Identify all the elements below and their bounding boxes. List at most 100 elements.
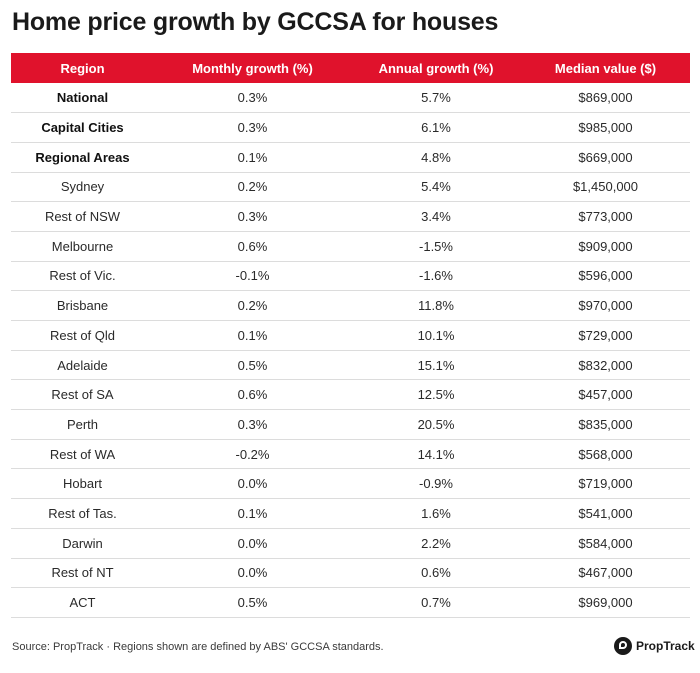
region-cell: Rest of NT [11,558,154,589]
annual-growth-cell: 0.7% [351,587,521,618]
region-cell: Rest of NSW [11,201,154,232]
annual-growth-cell: 3.4% [351,201,521,232]
table-row: Rest of Tas. 0.1% 1.6% $541,000 [11,498,690,529]
chart-title: Home price growth by GCCSA for houses [12,8,499,36]
region-cell: Regional Areas [11,142,154,173]
region-cell: Rest of Qld [11,320,154,351]
table-row: Hobart 0.0% -0.9% $719,000 [11,468,690,500]
table-row: Darwin 0.0% 2.2% $584,000 [11,528,690,559]
monthly-growth-cell: 0.1% [154,320,351,351]
monthly-growth-cell: 0.3% [154,201,351,232]
median-value-cell: $541,000 [521,498,690,529]
brand-logo: PropTrack [614,637,695,655]
region-cell: Adelaide [11,350,154,381]
monthly-growth-cell: 0.6% [154,379,351,411]
monthly-growth-cell: 0.3% [154,409,351,440]
table-row: Rest of NSW 0.3% 3.4% $773,000 [11,201,690,232]
monthly-growth-cell: 0.0% [154,528,351,559]
median-value-cell: $457,000 [521,379,690,411]
region-cell: Rest of WA [11,439,154,470]
annual-growth-cell: 5.4% [351,172,521,203]
table-row: Adelaide 0.5% 15.1% $832,000 [11,350,690,381]
annual-growth-cell: 5.7% [351,83,521,114]
monthly-growth-cell: 0.1% [154,498,351,529]
annual-growth-cell: 2.2% [351,528,521,559]
region-cell: Perth [11,409,154,440]
region-cell: Rest of SA [11,379,154,411]
region-cell: Darwin [11,528,154,559]
median-value-cell: $970,000 [521,290,690,321]
region-cell: Capital Cities [11,112,154,143]
region-cell: Melbourne [11,231,154,262]
table-row: Rest of WA -0.2% 14.1% $568,000 [11,439,690,470]
table-row: Perth 0.3% 20.5% $835,000 [11,409,690,440]
region-cell: Rest of Tas. [11,498,154,529]
monthly-growth-cell: 0.2% [154,172,351,203]
median-value-cell: $1,450,000 [521,172,690,203]
monthly-growth-cell: 0.0% [154,558,351,589]
annual-growth-cell: 0.6% [351,558,521,589]
region-cell: Hobart [11,468,154,500]
monthly-growth-cell: 0.6% [154,231,351,262]
annual-growth-cell: 10.1% [351,320,521,351]
region-cell: National [11,83,154,114]
median-value-cell: $729,000 [521,320,690,351]
region-cell: Sydney [11,172,154,203]
median-value-cell: $719,000 [521,468,690,500]
column-header-region: Region [11,53,154,83]
annual-growth-cell: -1.5% [351,231,521,262]
proptrack-logo-icon [614,637,632,655]
table-row: Regional Areas 0.1% 4.8% $669,000 [11,142,690,173]
table-row: Sydney 0.2% 5.4% $1,450,000 [11,172,690,203]
monthly-growth-cell: 0.3% [154,83,351,114]
table-row: Brisbane 0.2% 11.8% $970,000 [11,290,690,321]
region-cell: ACT [11,587,154,618]
column-header-monthly-growth: Monthly growth (%) [154,53,351,83]
annual-growth-cell: 14.1% [351,439,521,470]
monthly-growth-cell: 0.3% [154,112,351,143]
annual-growth-cell: 11.8% [351,290,521,321]
annual-growth-cell: 20.5% [351,409,521,440]
median-value-cell: $584,000 [521,528,690,559]
monthly-growth-cell: 0.5% [154,350,351,381]
monthly-growth-cell: 0.1% [154,142,351,173]
table-row: Rest of Vic. -0.1% -1.6% $596,000 [11,261,690,292]
table-row: Capital Cities 0.3% 6.1% $985,000 [11,112,690,143]
median-value-cell: $869,000 [521,83,690,114]
median-value-cell: $669,000 [521,142,690,173]
column-header-annual-growth: Annual growth (%) [351,53,521,83]
table-row: Rest of Qld 0.1% 10.1% $729,000 [11,320,690,351]
column-header-median-value: Median value ($) [521,53,690,83]
median-value-cell: $568,000 [521,439,690,470]
median-value-cell: $596,000 [521,261,690,292]
monthly-growth-cell: 0.2% [154,290,351,321]
monthly-growth-cell: -0.2% [154,439,351,470]
annual-growth-cell: 4.8% [351,142,521,173]
median-value-cell: $969,000 [521,587,690,618]
monthly-growth-cell: 0.0% [154,468,351,500]
table-row: Melbourne 0.6% -1.5% $909,000 [11,231,690,262]
median-value-cell: $467,000 [521,558,690,589]
annual-growth-cell: -0.9% [351,468,521,500]
median-value-cell: $773,000 [521,201,690,232]
annual-growth-cell: 15.1% [351,350,521,381]
monthly-growth-cell: -0.1% [154,261,351,292]
table-header: Region Monthly growth (%) Annual growth … [11,53,690,83]
table-row: Rest of SA 0.6% 12.5% $457,000 [11,379,690,411]
brand-name: PropTrack [636,639,695,653]
growth-table: Region Monthly growth (%) Annual growth … [11,53,690,618]
annual-growth-cell: 12.5% [351,379,521,411]
annual-growth-cell: 6.1% [351,112,521,143]
region-cell: Brisbane [11,290,154,321]
annual-growth-cell: 1.6% [351,498,521,529]
region-cell: Rest of Vic. [11,261,154,292]
monthly-growth-cell: 0.5% [154,587,351,618]
table-body: National 0.3% 5.7% $869,000 Capital Cities 0.… [11,83,690,618]
median-value-cell: $909,000 [521,231,690,262]
table-row: National 0.3% 5.7% $869,000 [11,83,690,114]
table-row: Rest of NT 0.0% 0.6% $467,000 [11,558,690,589]
annual-growth-cell: -1.6% [351,261,521,292]
median-value-cell: $835,000 [521,409,690,440]
table-row: ACT 0.5% 0.7% $969,000 [11,587,690,618]
median-value-cell: $985,000 [521,112,690,143]
